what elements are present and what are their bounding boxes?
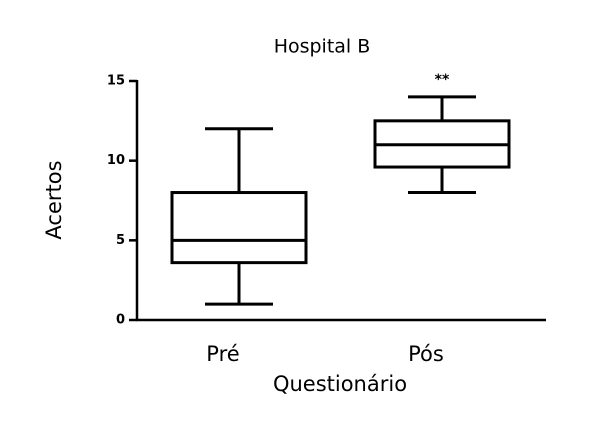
- x-axis-label: Questionário: [273, 372, 407, 396]
- annotation: **: [435, 72, 450, 88]
- y-tick-label: 5: [116, 233, 125, 248]
- chart-title: Hospital B: [274, 36, 371, 58]
- box: [170, 191, 308, 265]
- y-tick-label: 0: [116, 313, 125, 328]
- x-tick-label: Pós: [408, 342, 444, 366]
- y-tick-label: 10: [107, 153, 125, 168]
- y-tick-label: 15: [107, 74, 125, 89]
- y-axis-label: Acertos: [42, 160, 66, 239]
- x-tick-label: Pré: [206, 342, 239, 366]
